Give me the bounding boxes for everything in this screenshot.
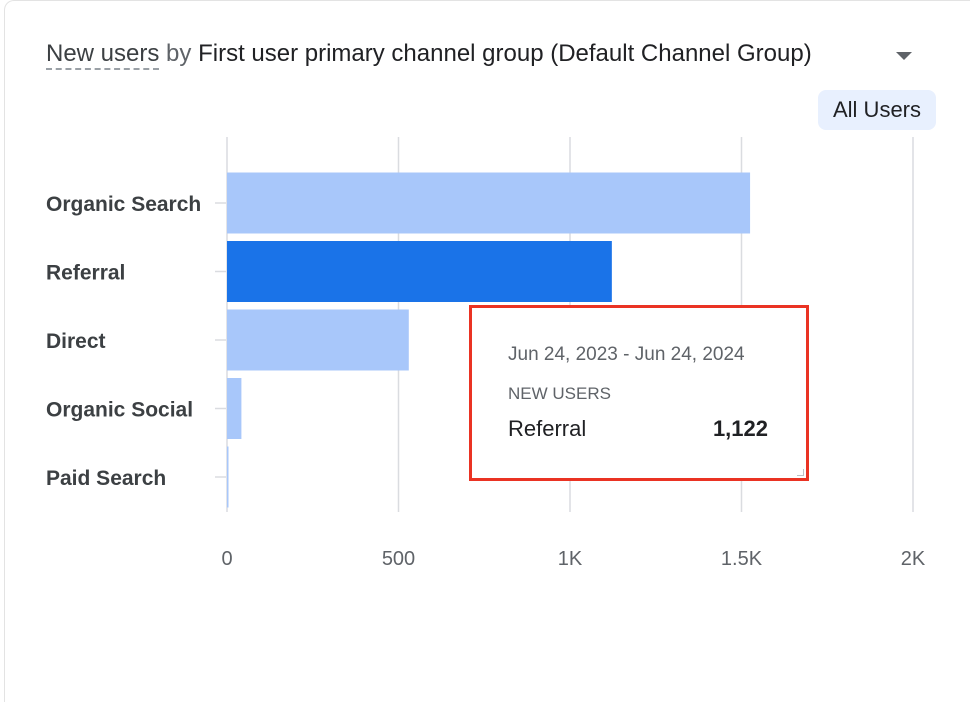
category-label: Paid Search bbox=[46, 467, 166, 490]
tooltip-metric-label: NEW USERS bbox=[508, 384, 611, 403]
metric-selector[interactable]: New users bbox=[46, 40, 160, 70]
category-label: Referral bbox=[46, 262, 125, 285]
resize-handle-icon bbox=[797, 469, 804, 476]
bar bbox=[227, 378, 242, 439]
tooltip-date-range: Jun 24, 2023 - Jun 24, 2024 bbox=[508, 344, 745, 365]
title-by: by bbox=[166, 40, 192, 67]
x-tick-label: 1K bbox=[558, 548, 583, 570]
category-label: Organic Search bbox=[46, 193, 201, 216]
bar bbox=[227, 446, 229, 508]
category-label: Organic Social bbox=[46, 399, 193, 422]
dimension-selector[interactable]: First user primary channel group (Defaul… bbox=[198, 40, 812, 67]
x-tick-label: 2K bbox=[901, 548, 926, 570]
chart-card bbox=[4, 0, 970, 702]
segment-chip[interactable]: All Users bbox=[818, 90, 937, 130]
bar bbox=[227, 309, 409, 371]
tooltip-row-label: Referral bbox=[508, 416, 587, 441]
x-tick-label: 1.5K bbox=[721, 548, 763, 570]
caret-down-icon[interactable] bbox=[896, 52, 912, 60]
chart-tooltip: Jun 24, 2023 - Jun 24, 2024 NEW USERS Re… bbox=[469, 305, 809, 481]
bar bbox=[227, 241, 612, 302]
x-tick-label: 0 bbox=[221, 548, 232, 570]
chart-title: New users by First user primary channel … bbox=[46, 38, 812, 70]
bar bbox=[227, 172, 751, 234]
tooltip-row-value: 1,122 bbox=[712, 416, 768, 441]
x-tick-label: 500 bbox=[382, 548, 415, 570]
category-label: Direct bbox=[46, 330, 106, 353]
